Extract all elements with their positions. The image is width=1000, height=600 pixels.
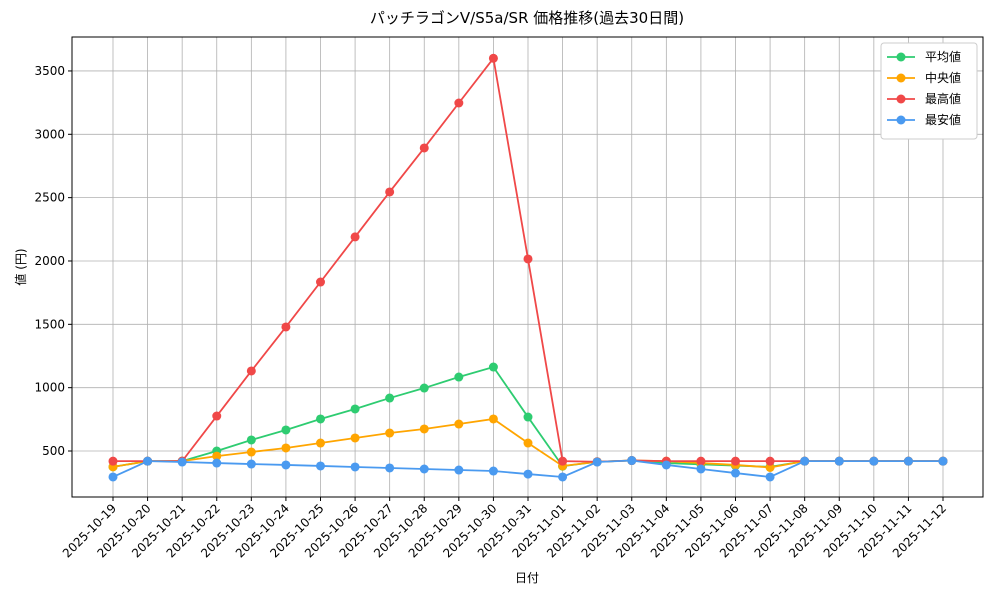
data-point	[800, 456, 810, 466]
data-point	[316, 461, 325, 471]
data-point	[488, 362, 498, 372]
plot-frame	[71, 36, 984, 498]
data-point	[246, 435, 256, 445]
data-point	[212, 451, 222, 461]
data-point	[488, 414, 498, 424]
data-point	[454, 98, 464, 108]
data-point	[765, 472, 775, 482]
data-point	[246, 447, 256, 457]
data-point	[731, 456, 740, 466]
data-point	[385, 187, 395, 197]
data-point	[246, 366, 256, 376]
y-tick-label: 1500	[34, 317, 65, 331]
legend-marker	[896, 94, 906, 104]
data-point	[419, 464, 429, 474]
data-point	[696, 464, 706, 474]
data-point	[350, 462, 360, 472]
data-point	[108, 456, 118, 466]
data-point	[316, 438, 325, 448]
data-point	[903, 456, 913, 466]
data-point	[834, 456, 844, 466]
data-point	[938, 456, 948, 466]
legend-label: 中央値	[925, 70, 961, 85]
data-point	[661, 460, 671, 470]
data-point	[350, 433, 360, 443]
legend-marker	[896, 52, 906, 62]
legend-label: 最高値	[925, 91, 961, 106]
legend-box	[880, 42, 978, 140]
data-point	[419, 424, 429, 434]
data-point	[523, 254, 533, 264]
y-axis-label: 値 (円)	[13, 248, 28, 285]
data-point	[488, 53, 498, 63]
data-point	[523, 412, 533, 422]
data-point	[869, 456, 879, 466]
data-point	[385, 463, 395, 473]
data-point	[523, 469, 533, 479]
data-point	[212, 458, 222, 468]
data-point	[419, 143, 429, 153]
data-point	[281, 443, 291, 453]
chart-title: パッチラゴンV/S5a/SR 価格推移(過去30日間)	[370, 9, 684, 27]
y-tick-label: 3500	[34, 64, 65, 78]
data-point	[488, 466, 498, 476]
data-point	[212, 411, 222, 421]
data-point	[558, 472, 568, 482]
y-tick-label: 2500	[34, 191, 65, 205]
y-tick-label: 3000	[34, 127, 65, 141]
legend-marker	[896, 115, 906, 125]
data-point	[350, 232, 360, 242]
data-point	[385, 428, 395, 438]
data-point	[108, 472, 118, 482]
y-tick-label: 2000	[34, 254, 65, 268]
y-tick-label: 1000	[34, 381, 65, 395]
legend-label: 平均値	[925, 49, 961, 64]
data-point	[454, 465, 464, 475]
legend-marker	[896, 73, 906, 83]
data-point	[558, 456, 568, 466]
data-point	[350, 404, 360, 414]
data-point	[454, 419, 464, 429]
data-point	[143, 456, 153, 466]
data-point	[177, 457, 187, 467]
data-point	[316, 414, 325, 424]
x-axis-label: 日付	[515, 571, 539, 585]
data-point	[696, 456, 706, 466]
data-point	[281, 460, 291, 470]
data-point	[246, 459, 256, 469]
data-point	[731, 468, 740, 478]
data-point	[765, 456, 775, 466]
data-point	[454, 372, 464, 382]
data-point	[281, 425, 291, 435]
data-point	[765, 462, 775, 472]
data-point	[385, 393, 395, 403]
y-tick-label: 500	[42, 444, 65, 458]
data-point	[281, 322, 291, 332]
data-point	[627, 456, 637, 466]
data-point	[316, 277, 325, 287]
legend-label: 最安値	[925, 112, 961, 127]
data-point	[523, 438, 533, 448]
data-point	[419, 383, 429, 393]
data-point	[592, 457, 602, 467]
